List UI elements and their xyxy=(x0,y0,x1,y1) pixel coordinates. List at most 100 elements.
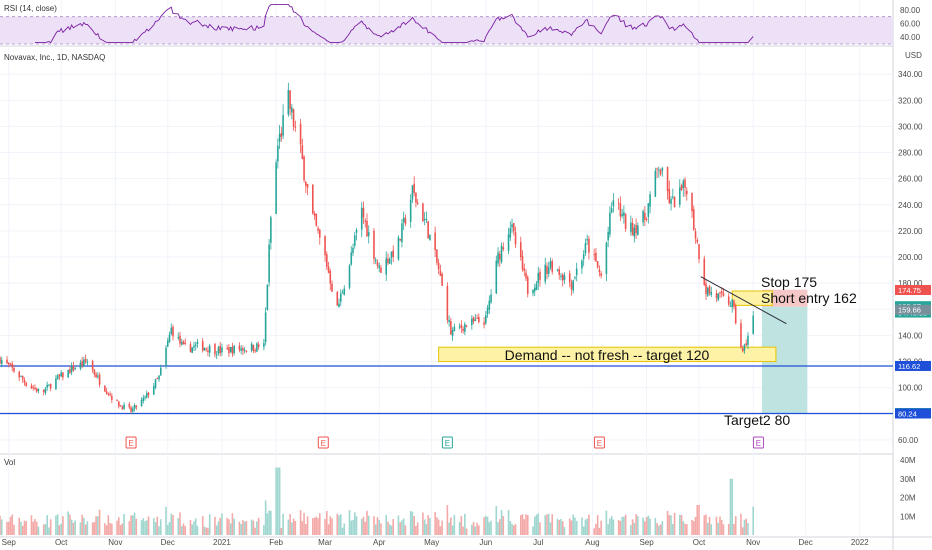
candle-body xyxy=(329,270,332,284)
volume-bar xyxy=(460,516,463,535)
candle-body xyxy=(526,277,529,295)
candle-body xyxy=(437,262,440,270)
volume-bar xyxy=(37,526,40,535)
price-label-box xyxy=(895,408,931,419)
volume-bar xyxy=(436,517,438,535)
volume-bar xyxy=(694,517,697,535)
volume-bar xyxy=(584,519,587,535)
volume-bar xyxy=(485,515,487,535)
volume-bar xyxy=(647,515,650,535)
volume-bar xyxy=(374,524,377,535)
volume-bar xyxy=(512,525,515,535)
price-tick-label: 320.00 xyxy=(898,96,923,105)
candle-body xyxy=(471,318,473,326)
volume-bar xyxy=(624,514,627,535)
volume-bar xyxy=(145,520,148,535)
candle-body xyxy=(656,168,658,170)
volume-bar xyxy=(238,521,241,535)
candle-body xyxy=(353,235,356,246)
candle-body xyxy=(20,375,22,377)
volume-bar xyxy=(291,522,293,535)
volume-bar xyxy=(539,522,541,535)
price-label-text: 116.62 xyxy=(898,362,920,371)
volume-bar xyxy=(519,515,522,535)
time-tick-label: Feb xyxy=(269,538,283,547)
candle-body xyxy=(464,324,466,332)
volume-bar xyxy=(399,522,401,535)
candle-body xyxy=(710,292,713,296)
candle-body xyxy=(495,260,498,294)
candle-body xyxy=(451,330,454,337)
volume-bar xyxy=(180,526,183,535)
time-axis: Sep Oct Nov Dec 2021 Feb Mar Apr May Jun Jul Aug Sep… xyxy=(2,456,916,547)
volume-bar xyxy=(727,523,730,535)
candle-body xyxy=(32,387,35,389)
volume-bar xyxy=(392,519,394,535)
volume-bar xyxy=(194,518,197,535)
volume-bar xyxy=(128,521,131,535)
candle-body xyxy=(535,283,538,290)
candle-body xyxy=(499,254,501,260)
price-tick-label: 260.00 xyxy=(898,175,923,184)
candle-body xyxy=(752,315,754,334)
candle-body xyxy=(21,376,24,380)
candle-body xyxy=(294,126,297,128)
candle-body xyxy=(673,196,676,208)
candle-body xyxy=(348,265,351,288)
volume-bar xyxy=(119,525,122,535)
volume-bar xyxy=(205,527,208,535)
volume-bar xyxy=(319,513,321,535)
volume-bar xyxy=(747,522,749,535)
candle-body xyxy=(507,234,510,251)
volume-bar xyxy=(490,520,492,535)
volume-bar xyxy=(242,520,244,535)
price-tick-label: 240.00 xyxy=(898,201,923,210)
volume-bar xyxy=(668,514,671,535)
candle-body xyxy=(598,269,601,273)
candle-body xyxy=(720,291,723,294)
candle-body xyxy=(609,212,611,235)
volume-bar xyxy=(509,520,512,535)
volume-bar xyxy=(658,525,660,535)
volume-bar xyxy=(500,509,503,535)
candle-body xyxy=(600,273,602,276)
candle-body xyxy=(621,213,623,216)
volume-bar xyxy=(152,518,155,535)
candle-body xyxy=(289,90,291,109)
candle-body xyxy=(6,359,8,364)
candle-body xyxy=(478,316,480,323)
volume-bar xyxy=(229,523,232,535)
candle-body xyxy=(703,258,706,285)
volume-bar xyxy=(575,520,578,535)
volume-bar xyxy=(245,520,248,535)
volume-bar xyxy=(560,518,562,535)
volume-bar xyxy=(434,512,436,535)
candle-body xyxy=(154,379,157,388)
candle-body xyxy=(325,254,328,267)
volume-bar xyxy=(367,515,370,535)
earnings-marker xyxy=(125,436,137,449)
volume-bar xyxy=(595,523,597,535)
volume-bar xyxy=(705,514,707,535)
volume-bar xyxy=(450,517,452,535)
candle-body xyxy=(280,132,283,137)
candle-body xyxy=(525,272,527,279)
volume-bar xyxy=(355,516,358,535)
candle-body xyxy=(156,378,159,380)
earnings-marker xyxy=(593,436,605,449)
candle-body xyxy=(729,305,732,307)
candle-body xyxy=(733,300,735,307)
candle-body xyxy=(392,250,394,257)
volume-bar xyxy=(104,523,106,535)
volume-bar xyxy=(719,516,721,535)
candle-body xyxy=(399,238,401,241)
volume-bar xyxy=(132,515,134,535)
trend-line xyxy=(700,276,787,325)
candle-body xyxy=(448,320,450,323)
volume-bar xyxy=(84,524,87,535)
volume-bar xyxy=(546,514,548,535)
volume-bar xyxy=(317,518,319,535)
volume-bar xyxy=(294,521,297,535)
